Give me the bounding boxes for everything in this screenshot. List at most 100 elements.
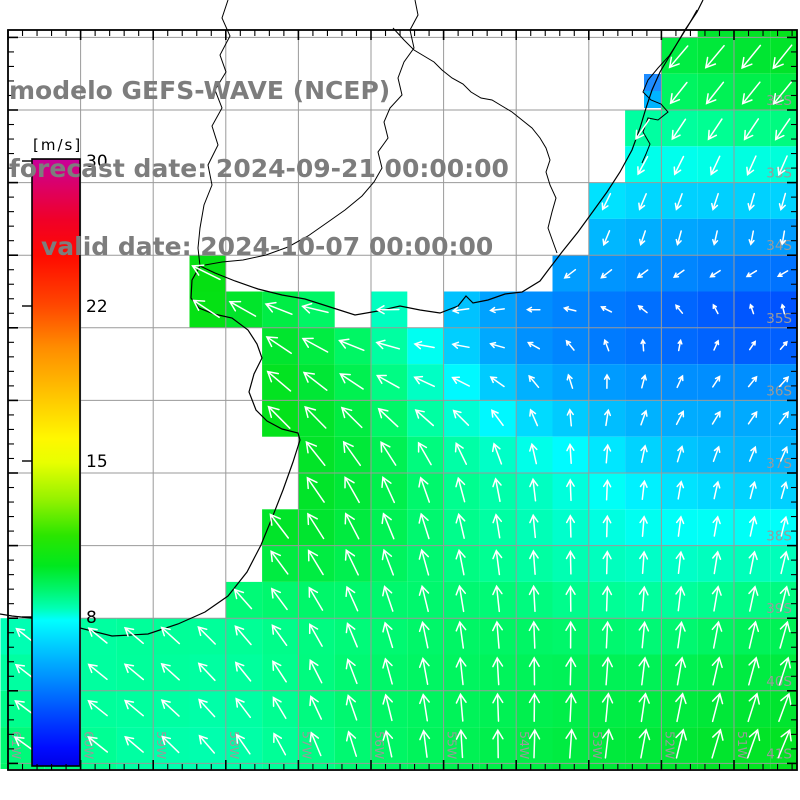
wind-arrow	[565, 620, 577, 649]
wind-arrow	[603, 338, 610, 352]
lagoon-shore-line	[641, 9, 698, 164]
wind-arrow	[382, 729, 394, 758]
wind-arrow	[123, 699, 144, 717]
wind-arrow	[779, 550, 790, 575]
wind-arrow	[525, 306, 541, 313]
wind-arrow	[87, 627, 108, 644]
wind-arrow	[344, 476, 360, 504]
wind-arrow	[638, 728, 651, 759]
wind-arrow	[776, 270, 789, 278]
wind-arrow	[418, 657, 430, 686]
wind-arrow	[197, 626, 216, 645]
lat-tick-label: 38S	[766, 529, 792, 545]
wind-arrow	[779, 620, 791, 649]
wind-arrow	[265, 336, 292, 355]
wind-arrow	[345, 622, 358, 648]
wind-arrow	[308, 586, 324, 611]
wind-arrow	[562, 306, 577, 312]
wind-arrow	[603, 443, 612, 464]
wind-arrow	[528, 692, 541, 722]
lat-tick-label: 37S	[766, 456, 792, 472]
wind-arrow	[780, 515, 789, 537]
wind-arrow	[712, 230, 719, 246]
wind-arrow	[748, 515, 758, 537]
wind-arrow	[778, 410, 789, 425]
wind-arrow	[711, 585, 722, 612]
wind-arrow	[748, 620, 760, 649]
wind-arrow	[772, 44, 793, 70]
wind-arrow	[345, 730, 358, 757]
wind-arrow	[528, 584, 540, 613]
wind-arrow	[418, 548, 430, 576]
wind-arrow	[640, 409, 648, 426]
coastline	[0, 0, 704, 637]
wind-arrow	[668, 45, 689, 69]
wind-arrow	[15, 627, 35, 644]
wind-arrow	[381, 476, 396, 504]
wind-arrow	[675, 620, 686, 649]
lon-tick-label: 52W	[662, 731, 677, 759]
wind-arrow	[234, 661, 252, 682]
wind-arrow	[451, 306, 470, 314]
wind-arrow	[676, 480, 685, 500]
wind-arrow	[302, 371, 328, 391]
wind-arrow	[529, 513, 539, 539]
wind-arrow	[602, 478, 612, 501]
wind-arrow	[419, 729, 431, 758]
wind-arrow	[382, 621, 394, 649]
title-forecast-date: forecast date: 2024-09-21 00:00:00	[9, 154, 509, 183]
wind-arrow	[87, 699, 108, 717]
wind-arrow	[779, 585, 790, 612]
wind-arrow	[271, 624, 288, 647]
wind-arrow	[675, 304, 684, 314]
wind-arrow	[712, 375, 721, 388]
wind-arrow	[528, 620, 540, 649]
wind-arrow	[418, 476, 431, 503]
wind-arrow	[235, 697, 252, 719]
wind-arrow	[413, 375, 435, 388]
wind-arrow	[529, 549, 539, 575]
wind-arrow	[309, 695, 323, 720]
wind-arrow	[777, 728, 792, 759]
wind-arrow	[451, 376, 470, 387]
wind-arrow	[780, 303, 786, 315]
wind-arrow	[305, 440, 326, 467]
wind-arrow	[600, 305, 613, 313]
wind-arrow	[602, 514, 612, 538]
wind-arrow	[455, 548, 466, 576]
wind-arrow	[304, 405, 327, 429]
wind-arrow	[565, 514, 576, 538]
wind-arrow	[528, 656, 540, 686]
wind-arrow	[676, 374, 684, 389]
colorbar-unit-label: [m/s]	[33, 136, 83, 154]
map-title: modelo GEFS-WAVE (NCEP) forecast date: 2…	[9, 26, 509, 312]
wind-arrow	[565, 728, 577, 759]
wind-arrow	[778, 692, 792, 723]
colorbar-tick-label: 22	[86, 297, 108, 317]
wind-arrow	[375, 374, 400, 389]
wind-arrow	[741, 81, 761, 105]
wind-arrow	[711, 410, 721, 425]
wind-arrow	[566, 408, 574, 427]
wind-arrow	[160, 662, 180, 681]
wind-arrow	[345, 694, 358, 721]
wind-arrow	[637, 305, 648, 314]
wind-arrow	[639, 479, 648, 501]
wind-arrow	[748, 656, 760, 686]
wind-arrow	[338, 338, 365, 352]
wind-arrow	[308, 623, 323, 647]
wind-arrow	[635, 118, 650, 141]
wind-arrow	[382, 693, 393, 722]
wind-arrow	[235, 733, 251, 755]
wind-arrow	[638, 656, 650, 686]
wind-arrow	[675, 728, 687, 759]
wind-arrow	[123, 626, 144, 645]
wind-arrow	[418, 620, 430, 649]
wind-arrow	[565, 656, 577, 686]
wind-arrow	[741, 44, 762, 70]
wind-arrow	[377, 407, 399, 428]
wind-arrow	[301, 302, 329, 314]
wind-arrows	[13, 44, 793, 759]
wind-arrow	[746, 155, 757, 176]
river-line	[204, 0, 419, 266]
